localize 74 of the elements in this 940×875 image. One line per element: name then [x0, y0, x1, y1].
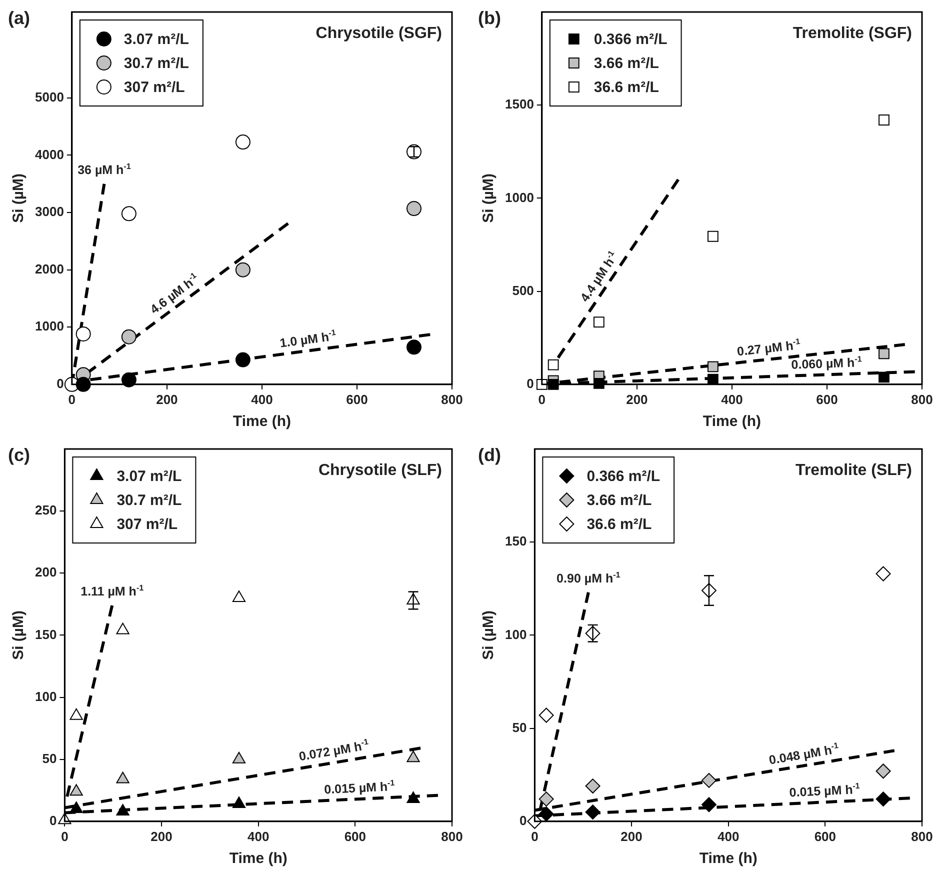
x-tick-label: 200 — [620, 828, 642, 844]
annotation: 0.015 µM h-1 — [789, 781, 860, 800]
legend-label: 3.07 m²/L — [124, 31, 189, 48]
y-tick-label: 50 — [42, 750, 57, 766]
x-tick-label: 800 — [441, 392, 463, 407]
text: Chrysotile (SLF) — [318, 462, 442, 479]
y-tick-label: 100 — [504, 626, 527, 642]
y-tick-label: 250 — [34, 502, 57, 518]
legend-label: 36.6 m²/L — [586, 516, 652, 533]
legend-label: 307 m²/L — [116, 516, 178, 533]
y-tick-label: 150 — [34, 626, 57, 642]
legend-label: 0.366 m²/L — [586, 468, 660, 485]
y-tick-label: 5000 — [35, 90, 64, 105]
text: (b) — [478, 8, 501, 28]
text: (a) — [8, 8, 30, 28]
y-tick-label: 0 — [526, 376, 534, 391]
annotation: 0.072 µM h-1 — [298, 737, 370, 764]
x-axis-title: Time (h) — [699, 850, 758, 868]
x-tick-label: 800 — [441, 828, 463, 844]
y-tick-label: 100 — [34, 688, 57, 704]
y-axis-title: Si (µM) — [10, 173, 28, 223]
y-tick-label: 50 — [512, 720, 527, 735]
x-tick-label: 600 — [816, 392, 838, 407]
text: Tremolite (SGF) — [792, 25, 912, 42]
y-axis-title: Si (µM) — [10, 610, 28, 660]
legend-label: 0.366 m²/L — [594, 31, 668, 48]
legend-label: 3.66 m²/L — [586, 492, 652, 509]
legend-label: 307 m²/L — [124, 79, 185, 96]
x-tick-label: 200 — [156, 392, 178, 407]
x-tick-label: 800 — [911, 392, 933, 407]
x-tick-label: 600 — [814, 828, 836, 844]
y-tick-label: 200 — [34, 564, 57, 580]
x-tick-label: 400 — [717, 828, 740, 844]
x-tick-label: 400 — [251, 392, 273, 407]
y-tick-label: 0 — [519, 812, 527, 828]
x-tick-label: 0 — [68, 392, 76, 407]
x-tick-label: 600 — [344, 828, 366, 844]
x-axis-title: Time (h) — [232, 413, 291, 430]
y-tick-label: 0 — [56, 376, 64, 391]
y-axis-title: Si (µM) — [480, 173, 498, 223]
x-tick-label: 400 — [247, 828, 270, 844]
x-tick-label: 200 — [626, 392, 648, 407]
x-axis-title: Time (h) — [702, 413, 761, 430]
x-tick-label: 800 — [911, 828, 933, 844]
y-tick-label: 1500 — [505, 96, 534, 112]
annotation: 4.6 µM h-1 — [148, 270, 198, 317]
text: (d) — [478, 445, 501, 465]
y-tick-label: 500 — [512, 282, 534, 298]
y-tick-label: 0 — [49, 812, 57, 828]
y-axis-title: Si (µM) — [480, 610, 498, 660]
x-tick-label: 200 — [150, 828, 172, 844]
annotation: 0.048 µM h-1 — [768, 740, 840, 768]
y-tick-label: 2000 — [35, 261, 64, 276]
legend-label: 3.07 m²/L — [116, 468, 182, 485]
x-axis-title: Time (h) — [229, 850, 288, 868]
annotation: 0.015 µM h-1 — [324, 778, 396, 797]
legend-label: 3.66 m²/L — [594, 55, 659, 72]
x-tick-label: 0 — [538, 392, 546, 407]
text: Tremolite (SLF) — [796, 462, 912, 479]
legend-label: 36.6 m²/L — [594, 79, 659, 96]
annotation: 4.4 µM h-1 — [578, 248, 617, 304]
annotation: 0.27 µM h-1 — [736, 336, 802, 359]
legend-label: 30.7 m²/L — [124, 55, 189, 72]
legend-label: 30.7 m²/L — [116, 492, 182, 509]
annotation: 1.0 µM h-1 — [278, 328, 337, 350]
text: Chrysotile (SGF) — [316, 25, 442, 42]
y-tick-label: 150 — [504, 534, 527, 549]
x-tick-label: 600 — [346, 392, 368, 407]
y-tick-label: 3000 — [35, 204, 64, 220]
y-tick-label: 1000 — [505, 190, 534, 205]
y-tick-label: 1000 — [35, 318, 64, 334]
y-tick-label: 4000 — [35, 146, 64, 162]
text: (c) — [8, 445, 30, 465]
x-tick-label: 400 — [721, 392, 743, 407]
